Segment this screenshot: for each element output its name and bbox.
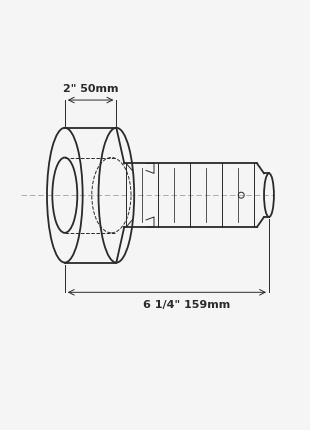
Text: 2" 50mm: 2" 50mm (63, 84, 118, 94)
Text: 6 1/4" 159mm: 6 1/4" 159mm (143, 300, 230, 310)
